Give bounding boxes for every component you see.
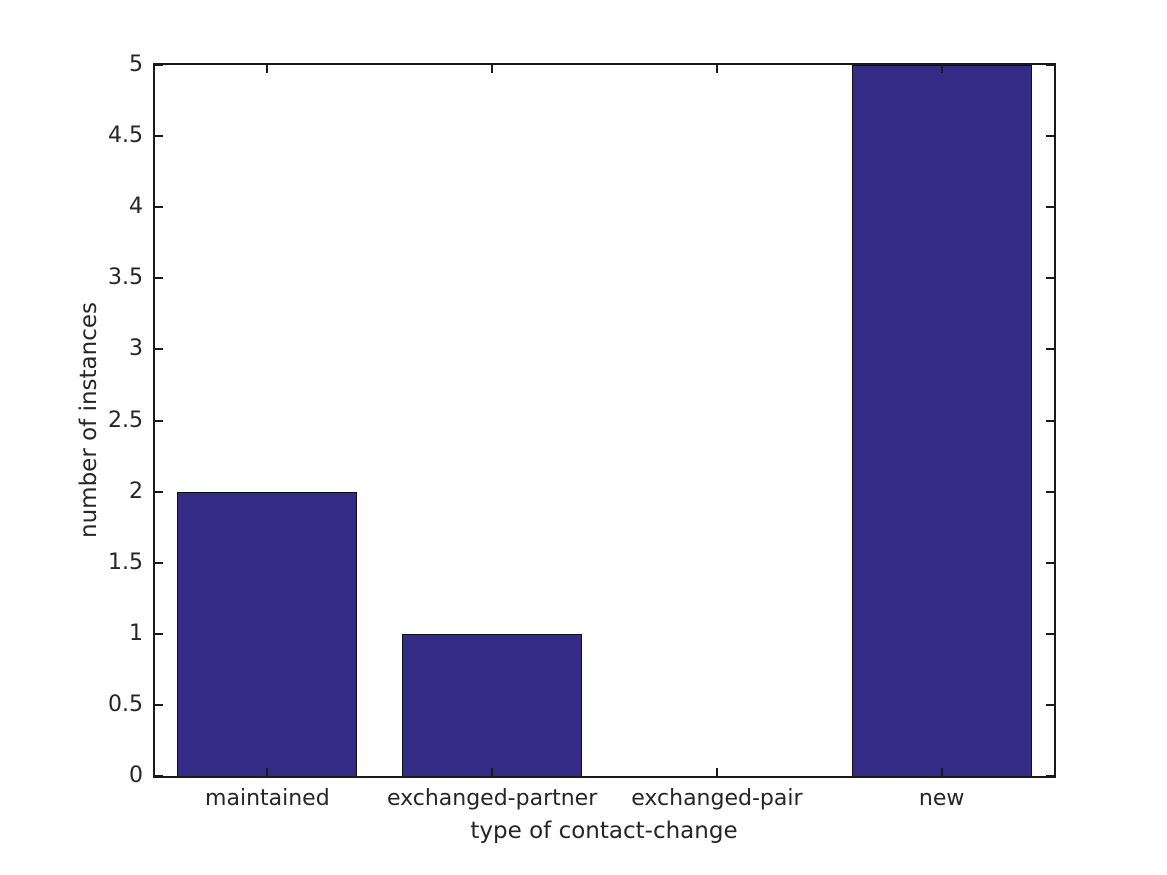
- x-tick-top: [491, 65, 494, 73]
- x-tick-bottom: [266, 768, 269, 776]
- y-tick-left: [155, 561, 163, 564]
- y-tick-left: [155, 632, 163, 635]
- y-tick-right: [1046, 632, 1054, 635]
- y-tick-label: 2.5: [108, 407, 143, 433]
- y-tick-right: [1046, 64, 1054, 66]
- y-tick-label: 3.5: [108, 265, 143, 291]
- y-tick-right: [1046, 206, 1054, 209]
- y-tick-right: [1046, 490, 1054, 493]
- y-tick-label: 0.5: [108, 691, 143, 717]
- x-tick-bottom: [715, 768, 718, 776]
- x-tick-label: new: [918, 786, 965, 811]
- y-tick-left: [155, 490, 163, 493]
- y-tick-left: [155, 703, 163, 706]
- y-tick-right: [1046, 419, 1054, 422]
- plot-area: [153, 63, 1056, 778]
- y-tick-left: [155, 135, 163, 138]
- y-tick-left: [155, 64, 163, 66]
- x-tick-bottom: [491, 768, 494, 776]
- x-tick-top: [940, 65, 943, 73]
- y-tick-left: [155, 419, 163, 422]
- x-tick-label: maintained: [205, 786, 330, 811]
- x-tick-top: [715, 65, 718, 73]
- y-tick-left: [155, 277, 163, 280]
- y-tick-label: 2: [129, 478, 143, 504]
- y-tick-left: [155, 775, 163, 777]
- x-axis-label: type of contact-change: [470, 818, 738, 844]
- y-tick-right: [1046, 135, 1054, 138]
- y-tick-left: [155, 348, 163, 351]
- y-tick-right: [1046, 703, 1054, 706]
- y-tick-right: [1046, 277, 1054, 280]
- y-tick-right: [1046, 348, 1054, 351]
- y-axis-label: number of instances: [76, 302, 102, 538]
- y-tick-right: [1046, 561, 1054, 564]
- y-tick-label: 4.5: [108, 123, 143, 149]
- y-tick-label: 1: [129, 620, 143, 646]
- bar-new: [851, 65, 1032, 776]
- y-tick-label: 3: [129, 336, 143, 362]
- y-tick-right: [1046, 775, 1054, 777]
- x-tick-label: exchanged-partner: [386, 786, 598, 811]
- y-tick-label: 5: [129, 52, 143, 77]
- bar-exchanged-partner: [402, 633, 583, 776]
- x-tick-top: [266, 65, 269, 73]
- x-tick-label: exchanged-pair: [631, 786, 803, 811]
- y-tick-label: 1.5: [108, 549, 143, 575]
- y-tick-label: 4: [129, 194, 143, 220]
- y-tick-label: 0: [129, 763, 143, 788]
- x-tick-bottom: [940, 768, 943, 776]
- y-tick-left: [155, 206, 163, 209]
- bar-maintained: [177, 491, 358, 776]
